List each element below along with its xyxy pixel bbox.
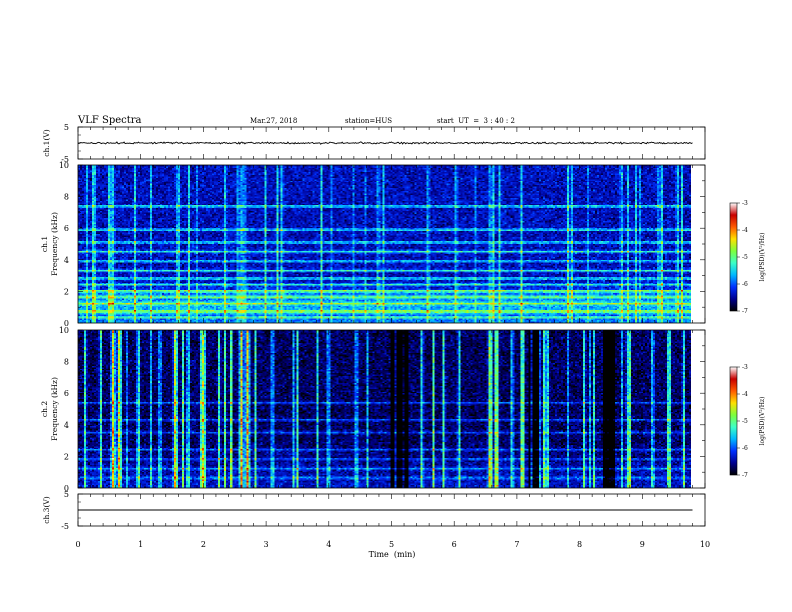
ch2-spectrogram-image bbox=[78, 330, 691, 488]
ch2-spectrogram-panel: 0 2 4 6 8 10 ch.2 Frequency (kHz) bbox=[40, 326, 706, 493]
colorbar-tick-label: -7 bbox=[742, 472, 748, 479]
y-tick-label: 0 bbox=[64, 319, 69, 328]
colorbar-tick-label: -4 bbox=[742, 227, 748, 234]
ch2-spectrogram-ylabel-channel: ch.2 bbox=[40, 401, 49, 417]
colorbar-tick-label: -6 bbox=[742, 445, 748, 452]
ch1-spectrogram-ylabel-frequency: Frequency (kHz) bbox=[50, 212, 59, 276]
colorbar-tick-label: -3 bbox=[742, 200, 748, 207]
x-tick-label: 8 bbox=[577, 540, 582, 549]
y-tick-label: 4 bbox=[64, 421, 69, 430]
x-tick-label: 5 bbox=[389, 540, 394, 549]
ch2-colorbar: -3 -4 -5 -6 -7 log(PSD)(V²/Hz) bbox=[729, 364, 766, 479]
y-tick-label: -5 bbox=[61, 522, 69, 531]
y-tick-label: 8 bbox=[64, 193, 69, 202]
y-tick-label: 0 bbox=[64, 484, 69, 493]
x-tick-label: 2 bbox=[201, 540, 206, 549]
colorbar-tick-label: -7 bbox=[742, 308, 748, 315]
ch1-trace bbox=[77, 141, 693, 145]
station-label: station=HUS bbox=[345, 117, 392, 125]
y-tick-label: 2 bbox=[64, 452, 69, 461]
x-tick-label: 1 bbox=[138, 540, 143, 549]
y-tick-label: 8 bbox=[64, 358, 69, 367]
x-tick-label: 10 bbox=[700, 540, 710, 549]
ch1-y-ticks: 5 -5 bbox=[61, 123, 705, 164]
x-tick-label: 0 bbox=[75, 540, 80, 549]
ch1-ylabel: ch.1(V) bbox=[42, 129, 51, 157]
ch1-frequency-ticks: 0 2 4 6 8 10 bbox=[59, 161, 705, 328]
figure-title: VLF Spectra bbox=[77, 115, 142, 126]
ch1-colorbar-label: log(PSD)(V²/Hz) bbox=[759, 233, 766, 282]
y-tick-label: 5 bbox=[64, 490, 69, 499]
y-tick-label: 2 bbox=[64, 287, 69, 296]
ch1-spectrogram-panel: 0 2 4 6 8 10 ch.1 Frequency (kHz) bbox=[40, 161, 706, 328]
ch3-y-ticks: 5 -5 bbox=[61, 490, 705, 531]
x-tick-label: 3 bbox=[264, 540, 269, 549]
ch1-spectrogram-ylabel-channel: ch.1 bbox=[40, 236, 49, 252]
x-tick-label: 6 bbox=[452, 540, 457, 549]
x-tick-label: 4 bbox=[326, 540, 331, 549]
x-tick-label: 9 bbox=[640, 540, 645, 549]
ch3-waveform-panel: 5 -5 ch.3(V) bbox=[42, 490, 706, 531]
ch3-ylabel: ch.3(V) bbox=[42, 496, 51, 524]
x-tick-label: 7 bbox=[514, 540, 519, 549]
colorbar-tick-label: -3 bbox=[742, 364, 748, 371]
colorbar-tick-label: -6 bbox=[742, 281, 748, 288]
y-tick-label: 6 bbox=[64, 224, 69, 233]
ch1-colorbar-gradient bbox=[729, 202, 738, 312]
ch2-colorbar-label: log(PSD)(V²/Hz) bbox=[759, 397, 766, 446]
ch1-spectrogram-image bbox=[78, 165, 691, 323]
ch2-colorbar-ticks: -3 -4 -5 -6 -7 bbox=[737, 364, 748, 479]
colorbar-tick-label: -4 bbox=[742, 391, 748, 398]
y-tick-label: 10 bbox=[59, 326, 69, 335]
time-axis-ticks: 0 1 2 3 4 5 6 7 8 9 10 bbox=[75, 127, 710, 549]
y-tick-label: 6 bbox=[64, 389, 69, 398]
y-tick-label: 10 bbox=[59, 161, 69, 170]
start-time-label: start UT = 3 : 40 : 2 bbox=[437, 117, 515, 125]
ch1-colorbar-ticks: -3 -4 -5 -6 -7 bbox=[737, 200, 748, 315]
y-tick-label: 5 bbox=[64, 123, 69, 132]
date-label: Mar.27, 2018 bbox=[250, 117, 297, 125]
ch2-spectrogram-ylabel-frequency: Frequency (kHz) bbox=[50, 377, 59, 441]
time-axis-label: Time (min) bbox=[369, 550, 416, 559]
colorbar-tick-label: -5 bbox=[742, 254, 748, 261]
ch1-waveform-panel: 5 -5 ch.1(V) bbox=[42, 123, 706, 164]
ch2-frequency-ticks: 0 2 4 6 8 10 bbox=[59, 326, 705, 493]
y-tick-label: 4 bbox=[64, 256, 69, 265]
ch1-colorbar: -3 -4 -5 -6 -7 log(PSD)(V²/Hz) bbox=[729, 200, 766, 315]
colorbar-tick-label: -5 bbox=[742, 418, 748, 425]
y-tick-label: -5 bbox=[61, 155, 69, 164]
ch2-colorbar-gradient bbox=[729, 366, 738, 476]
